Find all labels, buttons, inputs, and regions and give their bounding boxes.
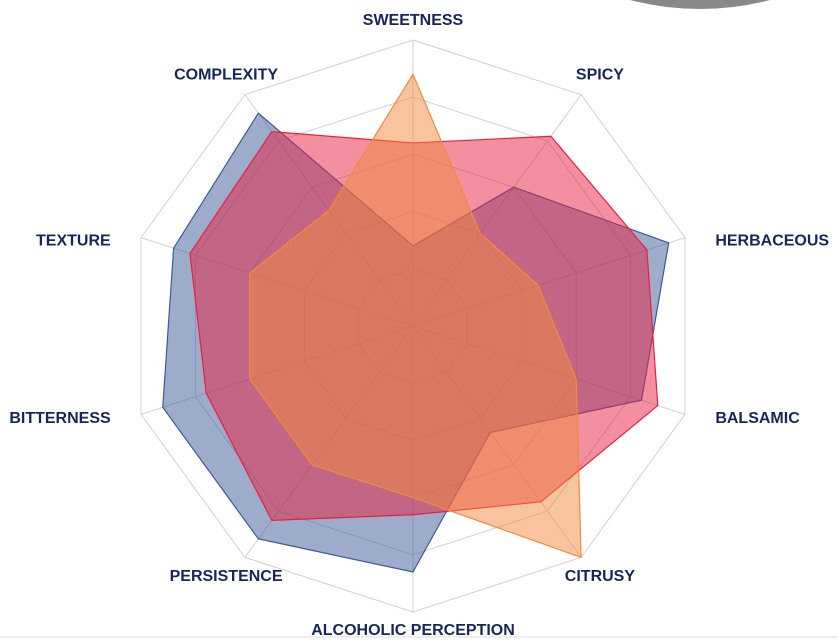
axis-label: BITTERNESS (9, 410, 111, 427)
chart: SWEETNESS SPICY HERBACEOUS BALSAMIC CITRUSY A… (0, 0, 838, 642)
axis-label: SPICY (576, 66, 624, 83)
axis-label: ALCOHOLIC PERCEPTION (311, 622, 515, 639)
axis-label: BALSAMIC (715, 410, 800, 427)
axis-label: HERBACEOUS (715, 233, 829, 250)
axis-label: TEXTURE (36, 233, 111, 250)
axis-label: COMPLEXITY (174, 66, 278, 83)
axis-label: CITRUSY (565, 568, 636, 585)
axis-label: PERSISTENCE (170, 568, 283, 585)
axis-label: SWEETNESS (363, 12, 464, 29)
